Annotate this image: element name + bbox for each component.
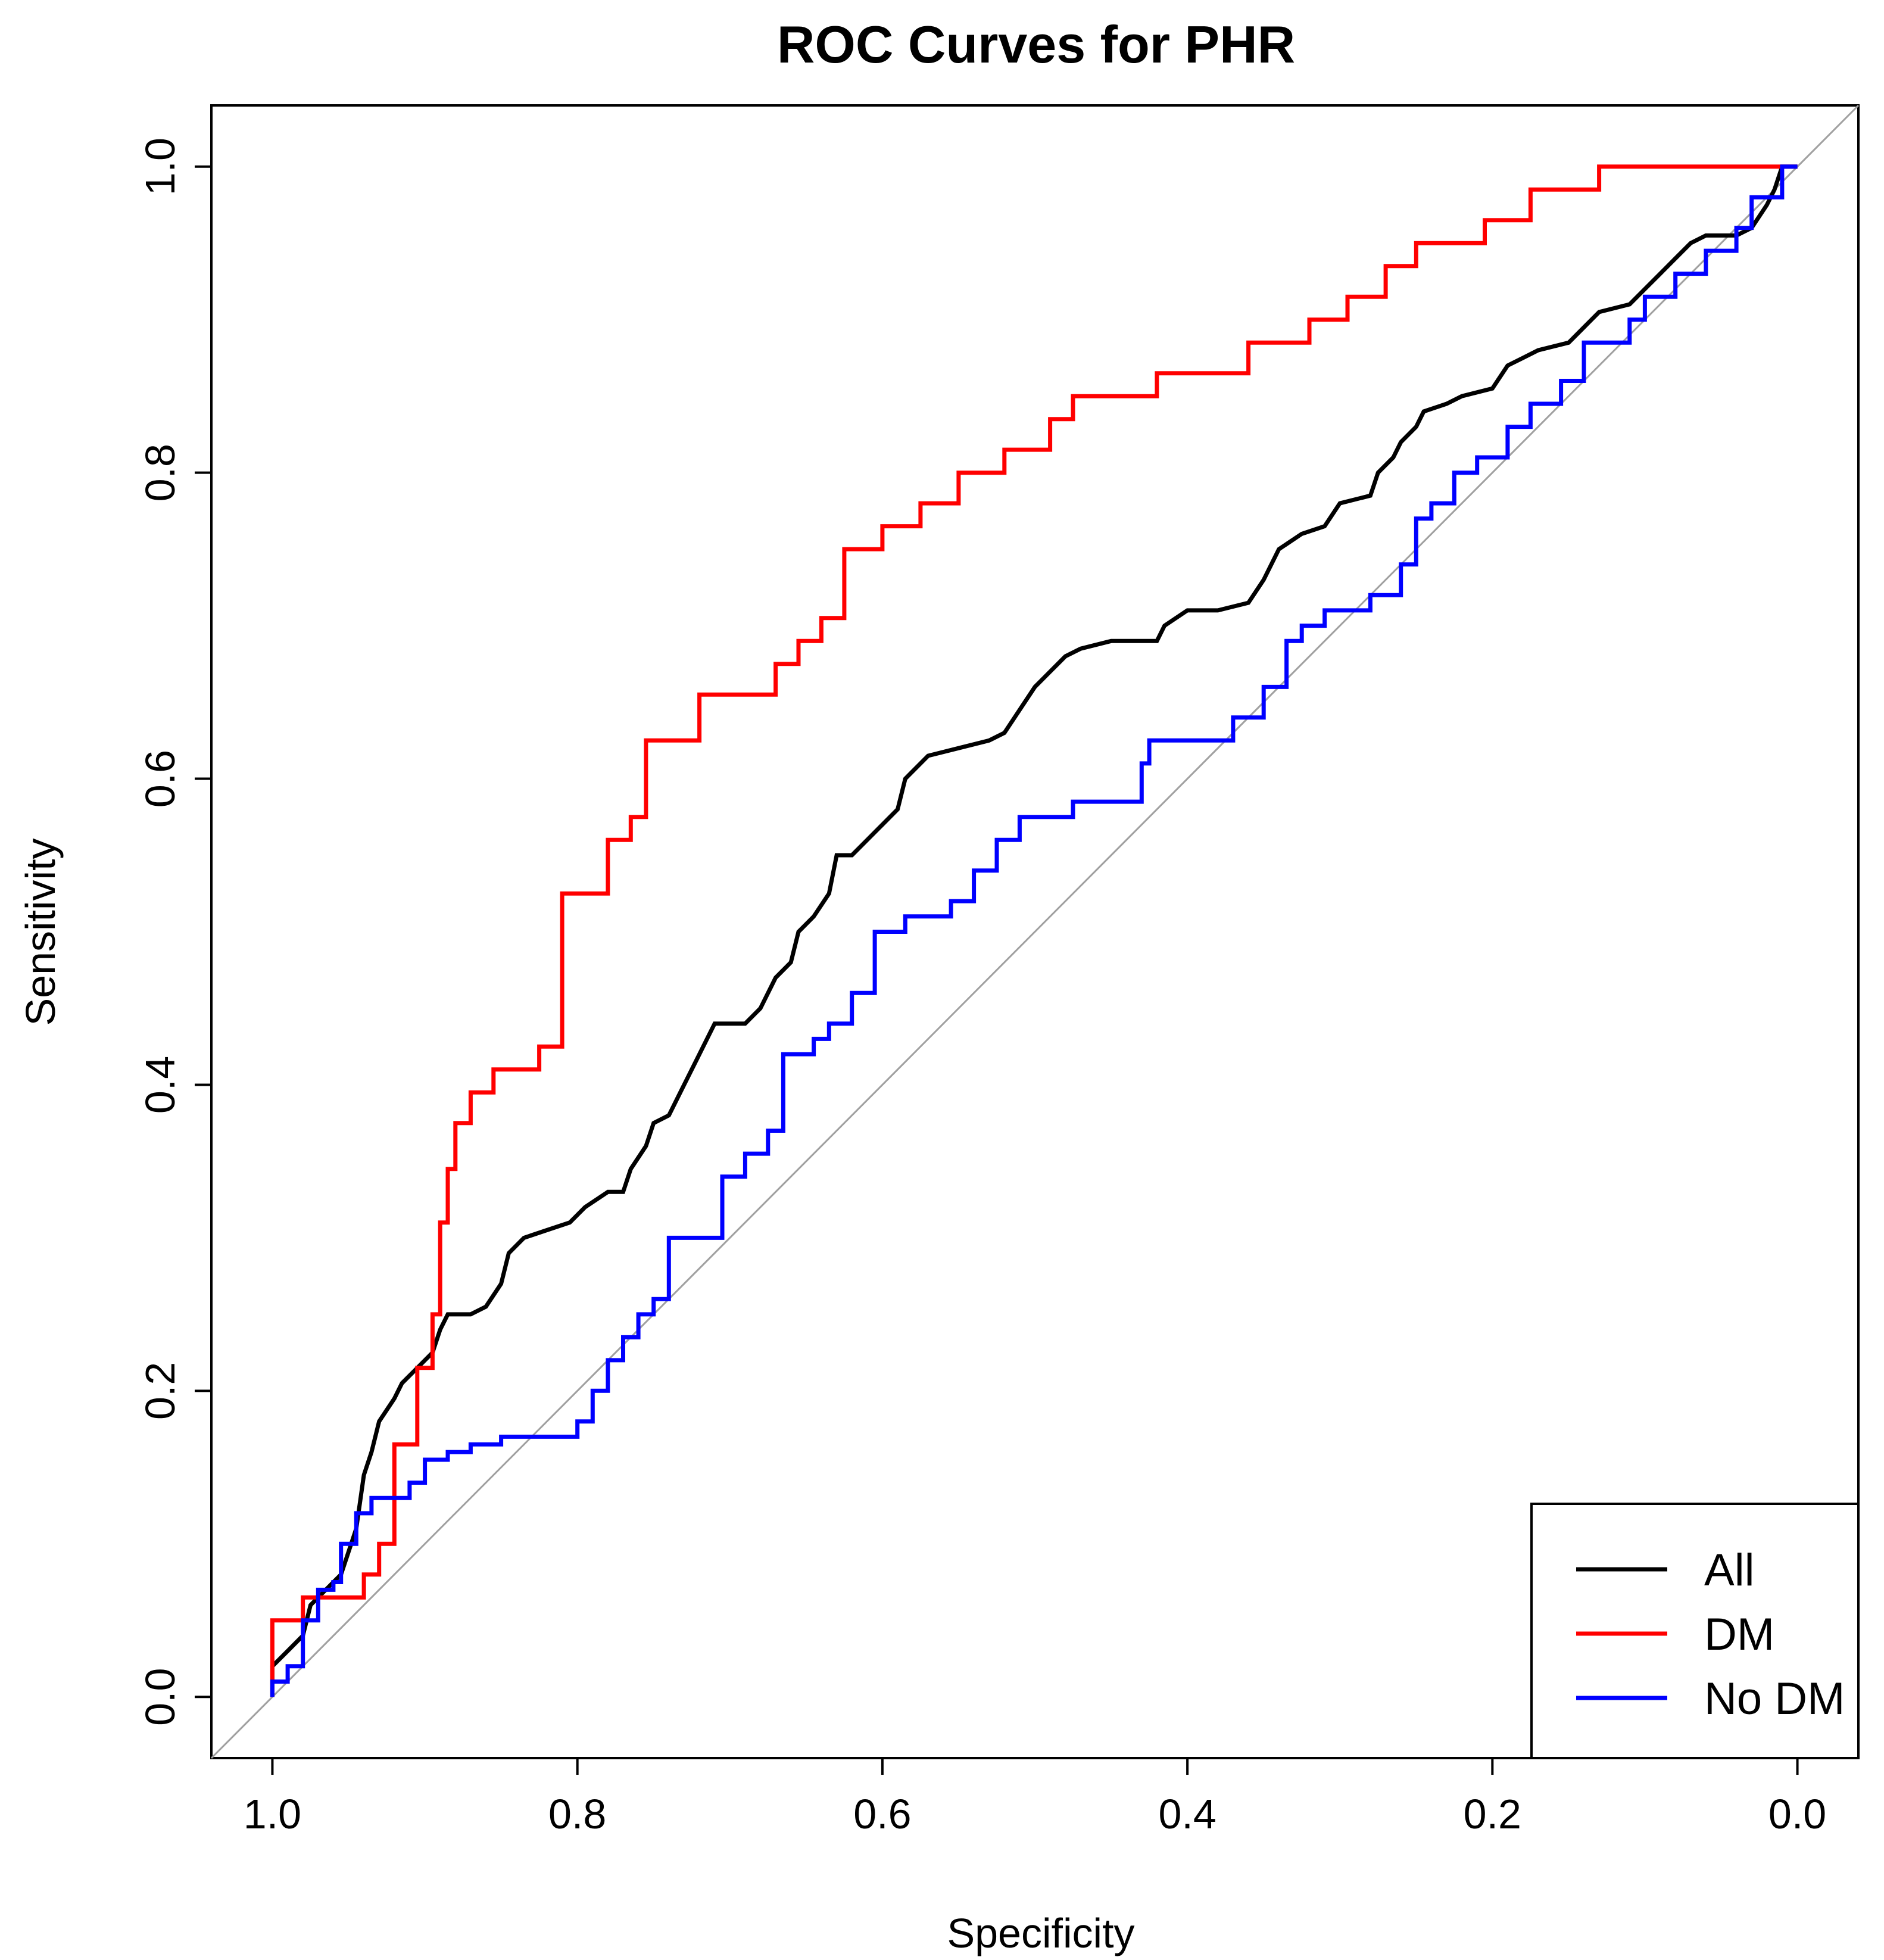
chart-title: ROC Curves for PHR bbox=[777, 15, 1295, 74]
x-tick-label: 0.0 bbox=[1768, 1791, 1826, 1837]
legend-box bbox=[1530, 1503, 1860, 1759]
series-layer bbox=[270, 164, 1798, 1697]
x-tick-label: 0.8 bbox=[548, 1791, 606, 1837]
legend-label-dm: DM bbox=[1704, 1609, 1774, 1660]
x-tick-label: 0.6 bbox=[853, 1791, 911, 1837]
x-tick-label: 0.2 bbox=[1464, 1791, 1521, 1837]
series-line-dm bbox=[270, 164, 1798, 1697]
y-tick-label: 0.0 bbox=[137, 1668, 183, 1726]
x-axis-ticks: 1.0 0.8 0.6 0.4 0.2 0.0 bbox=[244, 1758, 1826, 1837]
y-tick-label: 0.2 bbox=[137, 1362, 183, 1420]
y-axis-label: Sensitivity bbox=[17, 838, 64, 1026]
y-tick-label: 0.6 bbox=[137, 750, 183, 808]
legend-label-all: All bbox=[1704, 1545, 1754, 1596]
series-line-all bbox=[270, 164, 1798, 1697]
x-axis-label: Specificity bbox=[947, 1910, 1134, 1956]
y-axis-ticks: 0.0 0.2 0.4 0.6 0.8 1.0 bbox=[137, 138, 211, 1726]
legend-label-no-dm: No DM bbox=[1704, 1674, 1845, 1724]
y-tick-label: 1.0 bbox=[137, 138, 183, 195]
x-tick-label: 1.0 bbox=[244, 1791, 301, 1837]
y-tick-label: 0.4 bbox=[137, 1056, 183, 1114]
x-tick-label: 0.4 bbox=[1158, 1791, 1216, 1837]
y-tick-label: 0.8 bbox=[137, 444, 183, 501]
series-line-no-dm bbox=[270, 164, 1798, 1697]
legend: All DM No DM bbox=[1530, 1503, 1860, 1759]
